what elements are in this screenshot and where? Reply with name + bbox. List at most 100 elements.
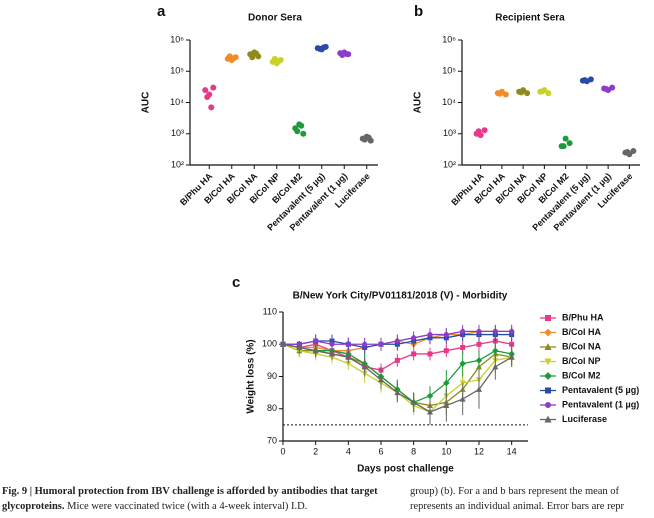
marker [509,328,515,334]
y-tick-label: 100 [262,339,277,349]
data-point [518,89,525,96]
data-point [275,58,282,65]
panel-letter: c [232,274,240,291]
marker [378,376,384,383]
marker [378,341,384,347]
marker [345,361,352,367]
marker [443,379,450,387]
marker [443,348,449,354]
legend-label: Luciferase [562,414,607,424]
data-point [210,84,217,91]
data-point [562,135,569,142]
marker [394,389,401,396]
marker [394,357,400,363]
marker [361,363,368,370]
x-tick-label: 8 [411,446,416,456]
legend-label: B/Col M2 [562,370,601,380]
marker [443,402,450,409]
marker [426,392,434,400]
data-point [475,128,482,135]
marker [459,360,466,367]
marker [476,386,482,392]
data-point [581,77,588,84]
data-point [496,90,503,97]
y-tick-label: 10⁵ [170,66,184,76]
x-tick-label: 12 [474,446,484,456]
marker [492,363,499,370]
data-point [481,127,488,134]
marker [362,341,368,347]
y-tick-label: 10⁵ [442,66,456,76]
marker [443,332,449,338]
data-point [560,143,567,150]
marker [545,402,551,408]
legend-label: B/Col NP [562,356,601,366]
y-tick-label: 10³ [171,128,184,138]
data-point [539,88,546,95]
y-tick-label: 90 [267,371,277,381]
marker [345,353,352,360]
x-tick-label: 2 [313,446,318,456]
x-axis-label: Days post challenge [357,464,454,475]
y-tick-label: 10³ [443,128,456,138]
caption-right-2: represents an individual animal. Error b… [410,501,624,512]
data-point [249,54,256,61]
marker [329,350,335,357]
data-point [204,93,211,100]
marker [313,338,319,344]
y-tick-label: 10⁴ [170,97,184,107]
data-point [630,148,637,155]
marker [312,347,319,354]
y-tick-label: 80 [267,403,277,413]
data-point [343,50,350,57]
marker [296,344,303,350]
chart-title: B/New York City/PV01181/2018 (V) - Morbi… [293,291,508,302]
data-point [624,149,631,156]
chart-title: Donor Sera [248,13,302,24]
marker [544,328,552,337]
data-point [320,44,327,51]
legend-label: Pentavalent (1 µg) [562,399,639,409]
caption-right-1: group) (b). For a and b bars represent t… [410,486,620,497]
marker [545,315,551,321]
legend-label: Pentavalent (5 µg) [562,385,639,395]
data-point [208,104,215,111]
y-tick-label: 10⁶ [442,34,456,44]
y-tick-label: 10² [171,159,184,169]
data-point [365,134,372,141]
legend-label: B/Col HA [562,327,601,337]
legend-label: B/Col NA [562,341,601,351]
chart-title: Recipient Sera [495,13,565,24]
marker [329,341,335,347]
caption-text: Mice were vaccinated twice (with a 4-wee… [67,501,308,512]
x-tick-label: 14 [507,446,517,456]
data-point [294,128,301,135]
marker [476,341,482,347]
x-tick-label: 10 [441,446,451,456]
marker [460,344,466,350]
caption-left: Fig. 9 | Humoral protection from IBV cha… [2,484,394,514]
marker [475,357,483,364]
marker [411,351,417,357]
y-tick-label: 110 [263,306,277,316]
panel-letter: b [414,3,423,20]
y-axis-label: Weight loss (%) [246,339,257,413]
marker [492,328,498,334]
y-tick-label: 10⁶ [170,34,184,44]
marker [410,399,417,405]
data-point [230,55,237,62]
marker [427,408,433,415]
marker [545,387,551,394]
y-axis-label: AUC [141,92,152,114]
marker [427,351,433,357]
marker [394,338,400,344]
marker [492,347,499,354]
marker [544,372,552,380]
data-point [566,140,573,147]
x-tick-label: 0 [280,446,285,456]
marker [280,341,286,347]
legend-label: B/Phu HA [562,312,604,322]
marker [345,341,351,347]
data-point [300,130,307,137]
